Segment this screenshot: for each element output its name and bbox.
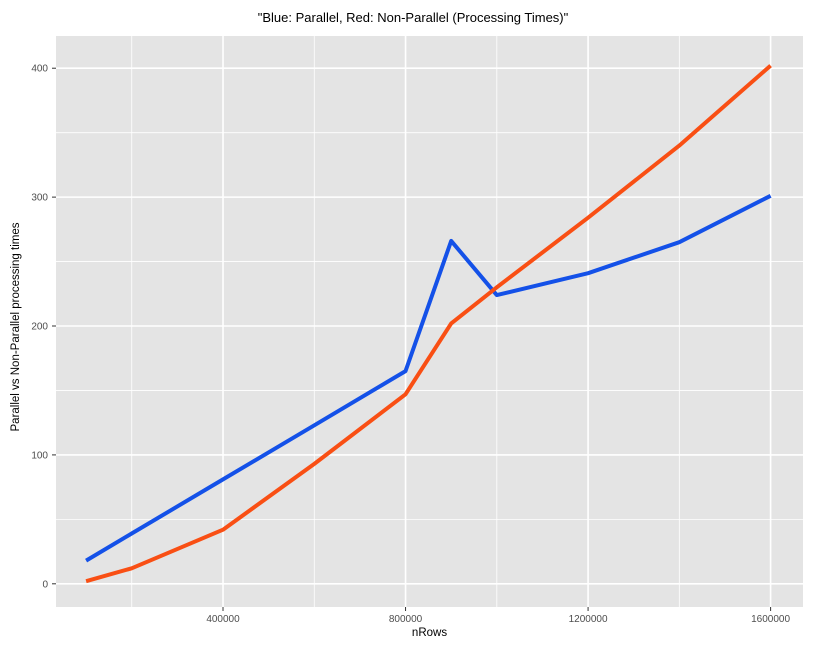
- x-tick-label: 400000: [206, 614, 240, 625]
- y-tick-label: 400: [31, 64, 48, 75]
- x-tick-label: 800000: [389, 614, 423, 625]
- plot-panel: [56, 36, 803, 607]
- y-tick-label: 300: [31, 193, 48, 204]
- y-axis-title: Parallel vs Non-Parallel processing time…: [10, 222, 22, 432]
- x-axis-title: nRows: [411, 627, 448, 639]
- series-line-non-parallel: [85, 64, 772, 584]
- y-tick-label: 200: [31, 322, 48, 333]
- y-tick-label: 100: [31, 450, 48, 461]
- series-line-parallel: [85, 194, 772, 563]
- x-tick-label: 1600000: [751, 614, 790, 625]
- y-tick-label: 0: [42, 579, 48, 590]
- chart-title: "Blue: Parallel, Red: Non-Parallel (Proc…: [257, 10, 569, 25]
- x-tick-label: 1200000: [569, 614, 608, 625]
